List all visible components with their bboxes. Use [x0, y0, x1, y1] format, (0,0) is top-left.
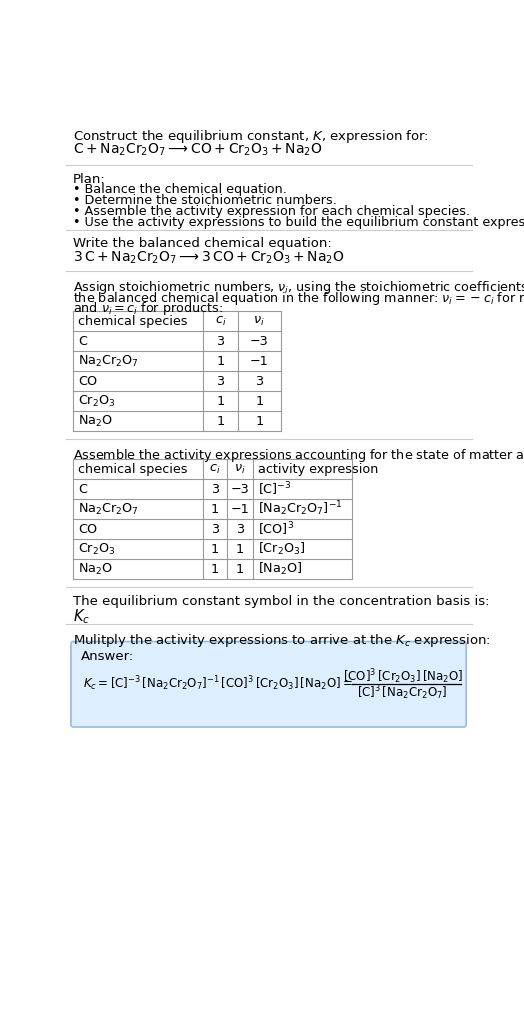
- Text: CO: CO: [78, 375, 97, 388]
- Text: $\mathrm{Na_2Cr_2O_7}$: $\mathrm{Na_2Cr_2O_7}$: [78, 501, 139, 517]
- Text: 1: 1: [236, 562, 244, 576]
- Text: activity expression: activity expression: [258, 463, 378, 476]
- Text: 1: 1: [255, 415, 264, 428]
- FancyBboxPatch shape: [71, 641, 466, 727]
- Text: $[\mathrm{CO}]^{3}$: $[\mathrm{CO}]^{3}$: [258, 521, 294, 538]
- Text: CO: CO: [78, 523, 97, 536]
- Text: 1: 1: [211, 543, 219, 555]
- Text: $\mathrm{Cr_2O_3}$: $\mathrm{Cr_2O_3}$: [78, 394, 115, 409]
- Text: $[\mathrm{C}]^{-3}$: $[\mathrm{C}]^{-3}$: [258, 480, 291, 498]
- Text: Write the balanced chemical equation:: Write the balanced chemical equation:: [73, 238, 332, 251]
- Text: 3: 3: [236, 523, 244, 536]
- Text: Assemble the activity expressions accounting for the state of matter and $\nu_i$: Assemble the activity expressions accoun…: [73, 447, 524, 464]
- Text: $[\mathrm{Na_2O}]$: $[\mathrm{Na_2O}]$: [258, 561, 302, 578]
- Text: 3: 3: [216, 335, 225, 348]
- Text: $[\mathrm{Na_2Cr_2O_7}]^{-1}$: $[\mathrm{Na_2Cr_2O_7}]^{-1}$: [258, 499, 342, 519]
- Text: C: C: [78, 335, 87, 348]
- Text: 1: 1: [216, 355, 225, 367]
- Text: 1: 1: [216, 415, 225, 428]
- Text: $\mathrm{Na_2O}$: $\mathrm{Na_2O}$: [78, 414, 113, 429]
- Text: $[\mathrm{C}]^3\,[\mathrm{Na_2Cr_2O_7}]$: $[\mathrm{C}]^3\,[\mathrm{Na_2Cr_2O_7}]$: [357, 684, 448, 702]
- Text: −3: −3: [231, 482, 249, 495]
- Text: $\mathrm{C + Na_2Cr_2O_7 \longrightarrow CO + Cr_2O_3 + Na_2O}$: $\mathrm{C + Na_2Cr_2O_7 \longrightarrow…: [73, 142, 323, 158]
- Text: $K_c$: $K_c$: [73, 607, 90, 625]
- Text: the balanced chemical equation in the following manner: $\nu_i = -c_i$ for react: the balanced chemical equation in the fo…: [73, 289, 524, 307]
- Text: 3: 3: [216, 375, 225, 388]
- Text: Plan:: Plan:: [73, 173, 106, 186]
- Text: $[\mathrm{CO}]^3\,[\mathrm{Cr_2O_3}]\,[\mathrm{Na_2O}]$: $[\mathrm{CO}]^3\,[\mathrm{Cr_2O_3}]\,[\…: [343, 667, 463, 685]
- Text: • Determine the stoichiometric numbers.: • Determine the stoichiometric numbers.: [73, 194, 337, 207]
- Text: $c_i$: $c_i$: [210, 463, 221, 476]
- Text: Assign stoichiometric numbers, $\nu_i$, using the stoichiometric coefficients, $: Assign stoichiometric numbers, $\nu_i$, …: [73, 279, 524, 296]
- Text: Construct the equilibrium constant, $K$, expression for:: Construct the equilibrium constant, $K$,…: [73, 128, 429, 145]
- Text: and $\nu_i = c_i$ for products:: and $\nu_i = c_i$ for products:: [73, 300, 223, 318]
- Text: −1: −1: [250, 355, 269, 367]
- Text: 3: 3: [211, 482, 219, 495]
- Text: 1: 1: [211, 562, 219, 576]
- Text: $\nu_i$: $\nu_i$: [254, 315, 265, 328]
- Text: $c_i$: $c_i$: [215, 315, 226, 328]
- Text: 3: 3: [255, 375, 264, 388]
- Text: The equilibrium constant symbol in the concentration basis is:: The equilibrium constant symbol in the c…: [73, 595, 490, 608]
- Text: 1: 1: [211, 502, 219, 516]
- Text: $\mathrm{Na_2O}$: $\mathrm{Na_2O}$: [78, 561, 113, 577]
- Text: • Assemble the activity expression for each chemical species.: • Assemble the activity expression for e…: [73, 205, 471, 218]
- Text: Answer:: Answer:: [81, 650, 134, 663]
- Text: 1: 1: [255, 395, 264, 408]
- Text: C: C: [78, 482, 87, 495]
- Text: $\mathrm{Na_2Cr_2O_7}$: $\mathrm{Na_2Cr_2O_7}$: [78, 353, 139, 368]
- Text: −1: −1: [231, 502, 249, 516]
- Text: $[\mathrm{Cr_2O_3}]$: $[\mathrm{Cr_2O_3}]$: [258, 541, 305, 557]
- Text: $K_c = [\mathrm{C}]^{-3}\,[\mathrm{Na_2Cr_2O_7}]^{-1}\,[\mathrm{CO}]^3\,[\mathrm: $K_c = [\mathrm{C}]^{-3}\,[\mathrm{Na_2C…: [83, 675, 353, 693]
- Text: $\mathrm{3\,C + Na_2Cr_2O_7 \longrightarrow 3\,CO + Cr_2O_3 + Na_2O}$: $\mathrm{3\,C + Na_2Cr_2O_7 \longrightar…: [73, 250, 345, 266]
- Text: $\nu_i$: $\nu_i$: [234, 463, 246, 476]
- Text: 1: 1: [236, 543, 244, 555]
- Text: −3: −3: [250, 335, 269, 348]
- Text: Mulitply the activity expressions to arrive at the $K_c$ expression:: Mulitply the activity expressions to arr…: [73, 631, 491, 649]
- Text: chemical species: chemical species: [78, 315, 188, 328]
- Text: • Balance the chemical equation.: • Balance the chemical equation.: [73, 184, 287, 196]
- Text: chemical species: chemical species: [78, 463, 188, 476]
- Text: • Use the activity expressions to build the equilibrium constant expression.: • Use the activity expressions to build …: [73, 216, 524, 228]
- Text: 1: 1: [216, 395, 225, 408]
- Text: $\mathrm{Cr_2O_3}$: $\mathrm{Cr_2O_3}$: [78, 542, 115, 556]
- Text: 3: 3: [211, 523, 219, 536]
